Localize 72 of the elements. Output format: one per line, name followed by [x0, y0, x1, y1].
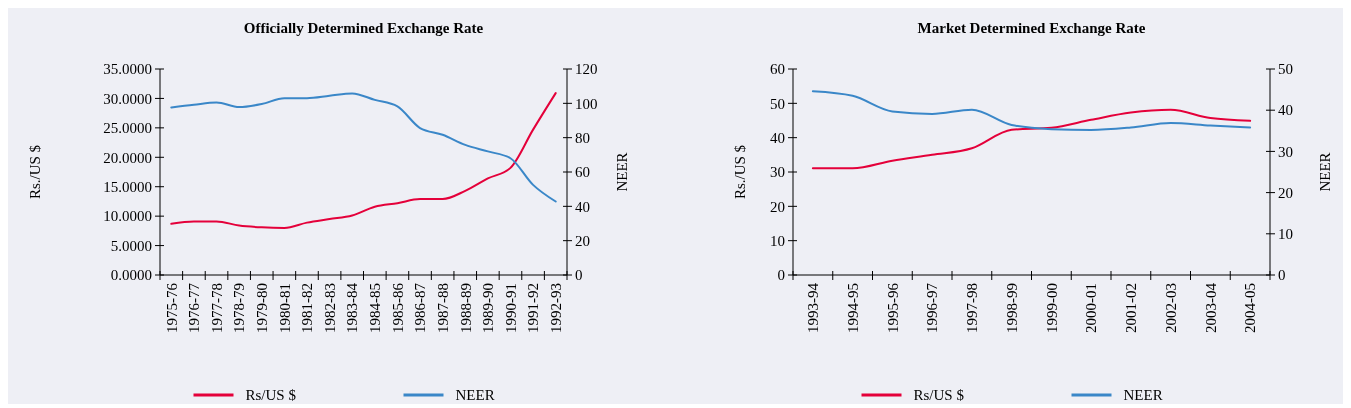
x-tick-label: 1999-00: [1043, 283, 1060, 333]
y2-tick-label: 40: [575, 198, 590, 215]
x-tick-label: 1986-87: [412, 282, 429, 333]
y2-axis-title: NEER: [614, 152, 630, 192]
y-tick-label: 50: [770, 95, 785, 112]
y-axis-title: Rs./US $: [27, 144, 43, 200]
y-tick-label: 40: [770, 129, 785, 146]
x-tick-label: 1997-98: [964, 283, 981, 333]
y-tick-label: 0: [777, 267, 785, 284]
y-tick-label: 0.0000: [110, 267, 152, 284]
chart-title: Market Determined Exchange Rate: [917, 20, 1146, 36]
y-axis-title: Rs./US $: [732, 144, 748, 200]
y-tick-label: 20: [770, 198, 785, 215]
x-tick-label: 1977-78: [208, 283, 225, 333]
x-tick-label: 1990-91: [502, 283, 519, 333]
line-series: [811, 108, 1252, 170]
legend-label: NEER: [1123, 387, 1163, 404]
y2-tick-label: 50: [1278, 61, 1293, 78]
y2-tick-label: 20: [1278, 184, 1293, 201]
x-tick-label: 1980-81: [276, 283, 293, 333]
x-tick-label: 1983-84: [344, 282, 361, 333]
legend-label: NEER: [455, 387, 495, 404]
x-tick-label: 1996-97: [924, 282, 941, 333]
x-tick-label: 1995-96: [884, 282, 901, 333]
x-tick-label: 1981-82: [299, 283, 316, 333]
x-tick-label: 2000-01: [1083, 283, 1100, 333]
y2-tick-label: 0: [575, 267, 583, 284]
legend-label: Rs/US $: [245, 387, 297, 404]
chart-title: Officially Determined Exchange Rate: [243, 20, 484, 36]
x-tick-label: 1993-94: [805, 282, 822, 333]
x-tick-label: 2002-03: [1162, 283, 1179, 333]
y2-tick-label: 0: [1278, 267, 1286, 284]
y2-axis-title: NEER: [1317, 152, 1333, 192]
y2-tick-label: 80: [575, 129, 590, 146]
x-tick-label: 1998-99: [1003, 283, 1020, 333]
line-series: [170, 92, 557, 229]
line-series: [170, 92, 557, 203]
y-tick-label: 10.0000: [103, 208, 152, 225]
y-tick-label: 10: [770, 232, 785, 249]
y2-tick-label: 120: [575, 61, 598, 78]
x-tick-label: 2001-02: [1123, 283, 1140, 333]
x-tick-label: 2003-04: [1202, 282, 1219, 333]
x-tick-label: 2004-05: [1242, 283, 1259, 333]
y-tick-label: 5.0000: [110, 237, 152, 254]
x-tick-label: 1976-77: [186, 282, 203, 333]
x-tick-label: 1975-76: [163, 282, 180, 333]
x-tick-label: 1988-89: [457, 283, 474, 333]
y2-tick-label: 60: [575, 164, 590, 181]
y-tick-label: 30.0000: [103, 90, 152, 107]
x-tick-label: 1987-88: [434, 283, 451, 333]
x-tick-label: 1982-83: [321, 283, 338, 333]
y-tick-label: 60: [770, 61, 785, 78]
x-tick-label: 1979-80: [254, 283, 270, 333]
y-tick-label: 15.0000: [103, 178, 152, 195]
y2-tick-label: 30: [1278, 143, 1293, 160]
x-tick-label: 1992-93: [547, 283, 564, 333]
y2-tick-label: 100: [575, 95, 598, 112]
x-tick-label: 1991-92: [525, 283, 542, 333]
y2-tick-label: 20: [575, 232, 590, 249]
x-tick-label: 1994-95: [844, 283, 861, 333]
x-tick-label: 1985-86: [389, 282, 406, 333]
y-tick-label: 30: [770, 164, 785, 181]
legend-label: Rs/US $: [913, 387, 965, 404]
y2-tick-label: 10: [1278, 226, 1293, 243]
line-series: [811, 90, 1252, 131]
y-tick-label: 25.0000: [103, 120, 152, 137]
y-tick-label: 35.0000: [103, 61, 152, 78]
x-tick-label: 1989-90: [480, 283, 497, 333]
y-tick-label: 20.0000: [103, 149, 152, 166]
y2-tick-label: 40: [1278, 102, 1293, 119]
x-tick-label: 1978-79: [231, 283, 248, 333]
x-tick-label: 1984-85: [367, 283, 384, 333]
